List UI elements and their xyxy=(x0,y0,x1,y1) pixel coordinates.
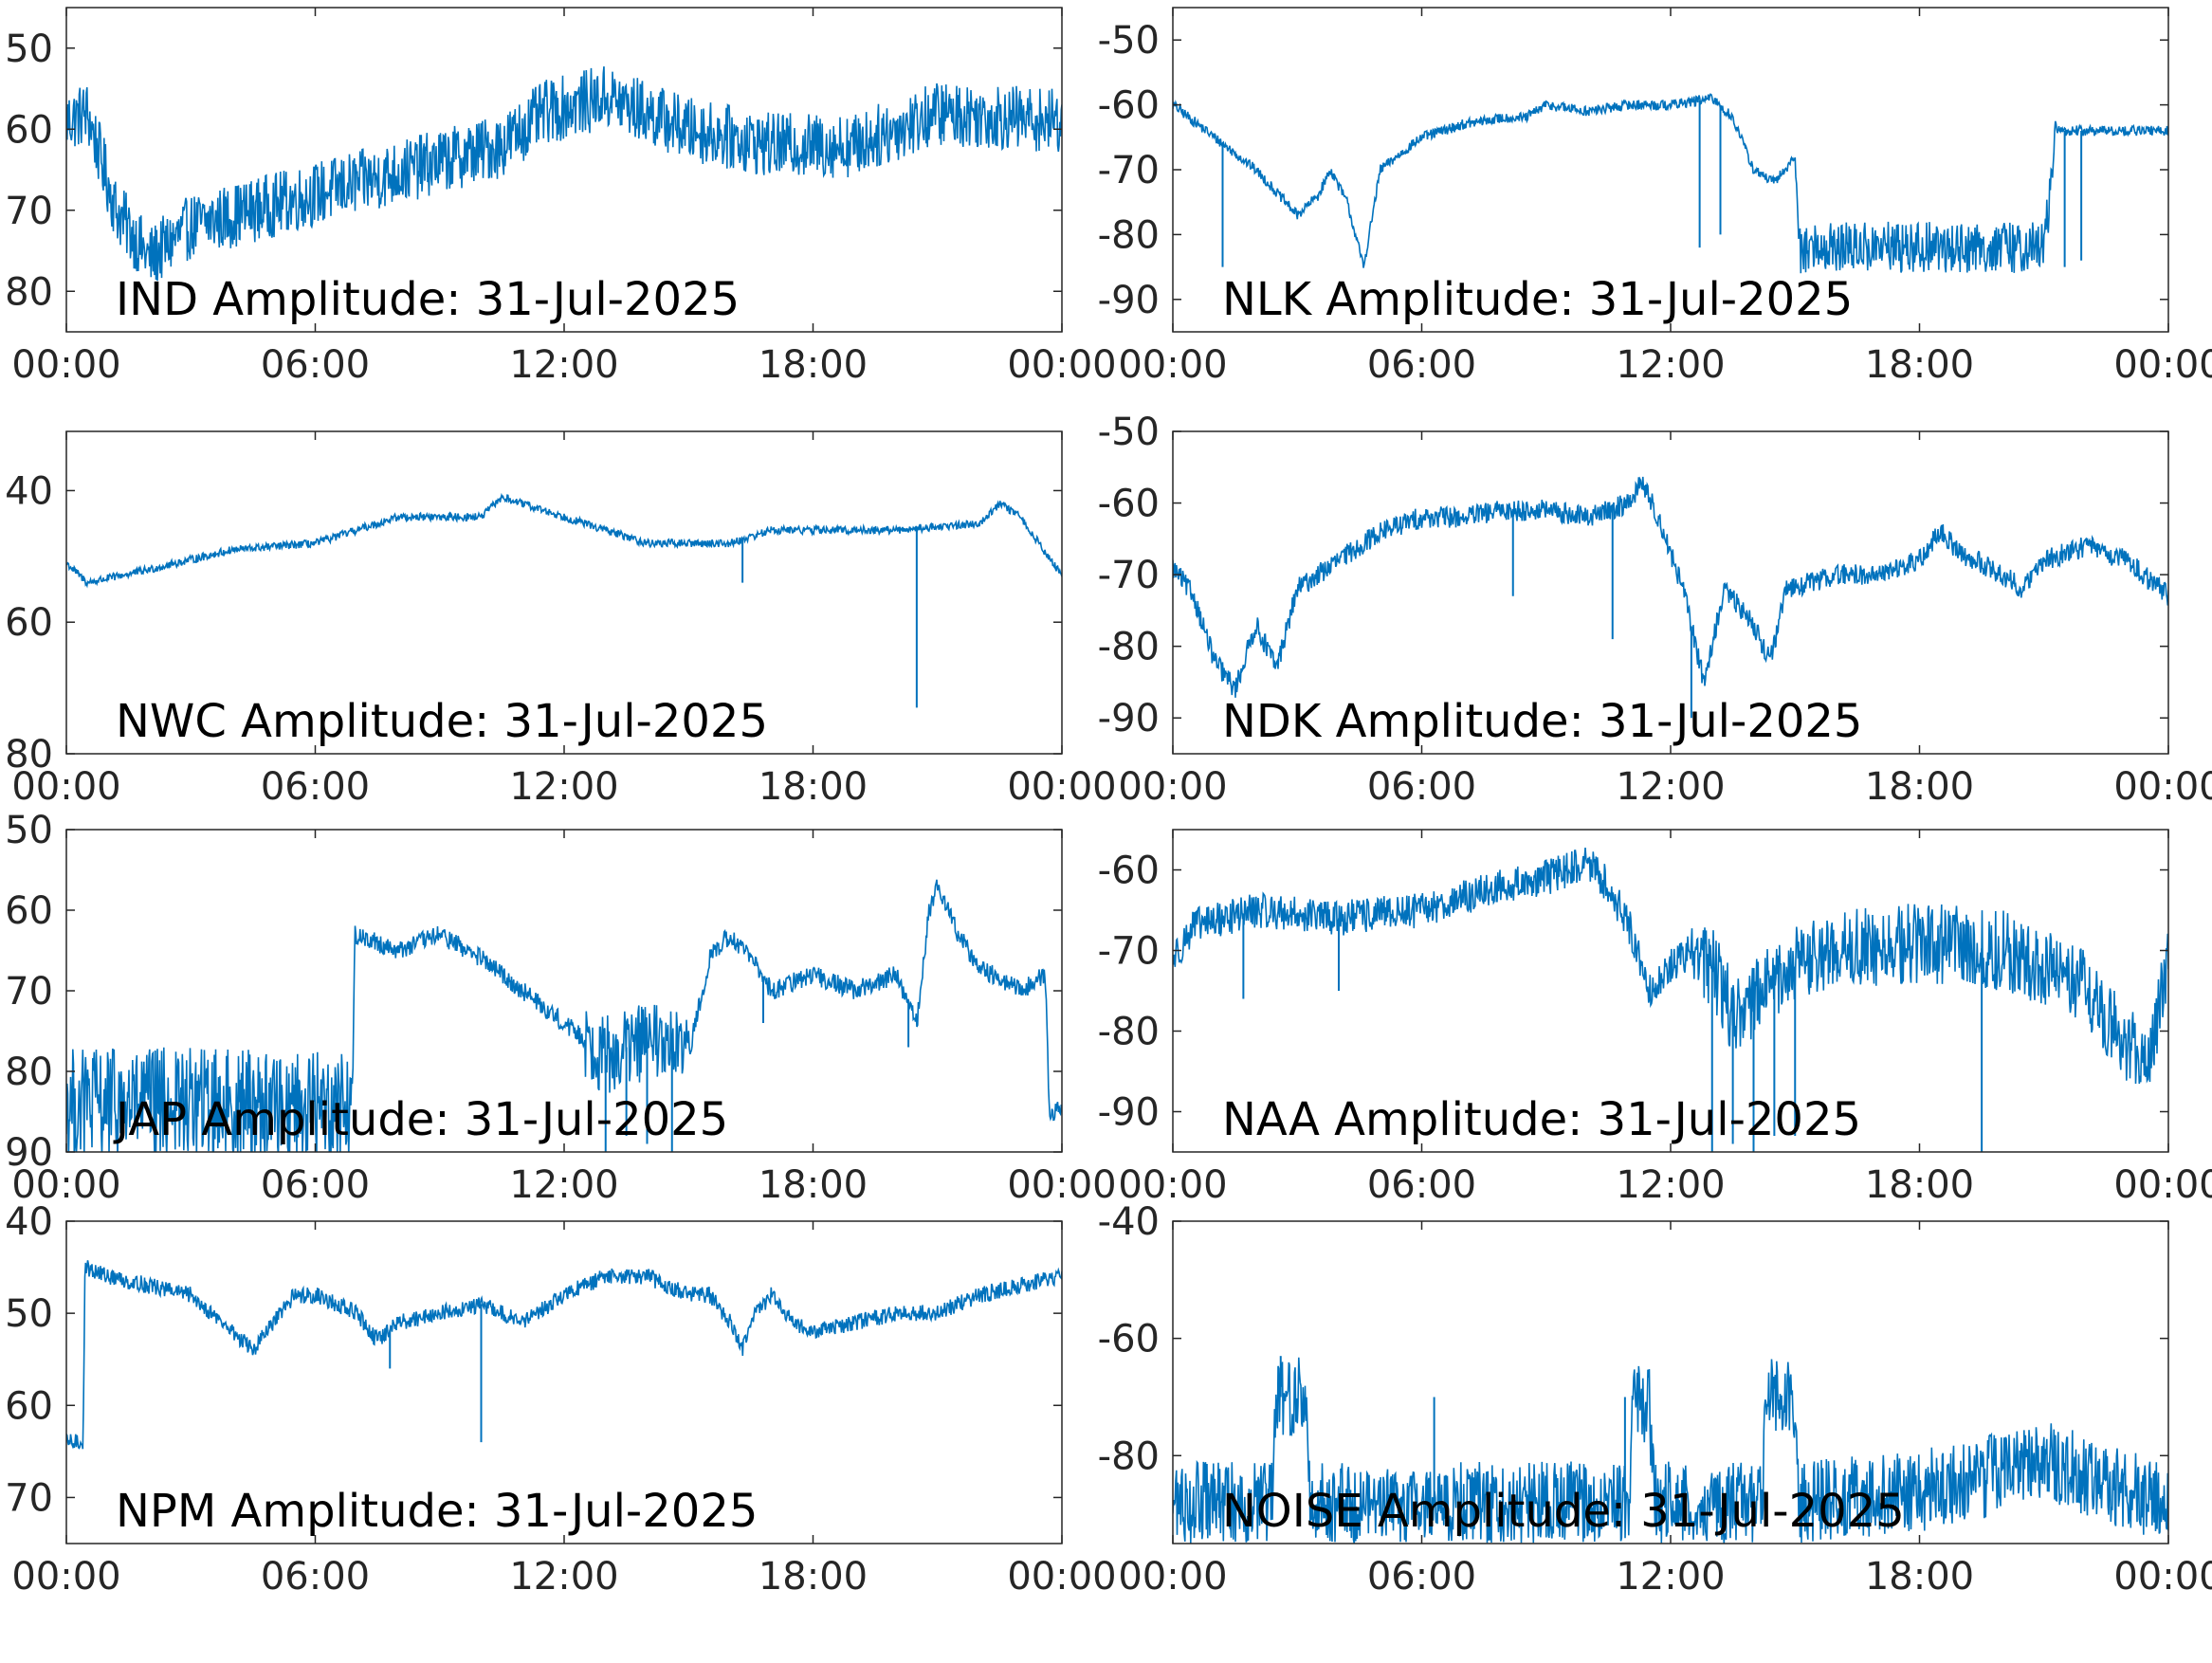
x-tick-label: 12:00 xyxy=(509,765,618,809)
x-tick-label: 06:00 xyxy=(261,343,370,387)
x-tick-label: 00:00 xyxy=(2113,343,2212,387)
chart-ind: 00:00 06:00 12:00 18:00 00:00 50 60 70 80 IND Amp… xyxy=(5,7,1117,387)
y-tick-label: -50 xyxy=(1098,19,1160,63)
y-tick-label: 80 xyxy=(5,733,53,777)
chart-title-naa: NAA Amplitude: 31-Jul-2025 xyxy=(1222,1093,1861,1146)
x-tick-label: 18:00 xyxy=(759,765,868,809)
y-tick-label: -60 xyxy=(1098,850,1160,893)
y-tick-label: 60 xyxy=(5,889,53,933)
x-tick-label: 00:00 xyxy=(11,1555,120,1599)
y-tick-label: -80 xyxy=(1098,1435,1160,1478)
x-tick-label: 00:00 xyxy=(1007,1555,1116,1599)
y-tick-label: 40 xyxy=(5,1200,53,1244)
x-tick-label: 18:00 xyxy=(759,343,868,387)
y-tick-label: -70 xyxy=(1098,554,1160,597)
chart-title-nlk: NLK Amplitude: 31-Jul-2025 xyxy=(1222,273,1853,326)
x-tick-label: 12:00 xyxy=(509,1555,618,1599)
x-tick-label: 06:00 xyxy=(1367,1555,1476,1599)
chart-naa: 00:00 06:00 12:00 18:00 00:00 -60 -70 -80 -90 NAA… xyxy=(1098,829,2212,1207)
chart-nwc: 00:00 06:00 12:00 18:00 00:00 40 60 80 NWC Ampli… xyxy=(5,430,1117,809)
x-tick-label: 00:00 xyxy=(11,1163,120,1207)
x-tick-label: 18:00 xyxy=(1865,765,1974,809)
x-tick-label: 06:00 xyxy=(261,765,370,809)
series-line-nlk xyxy=(1173,93,2168,274)
y-tick-label: 50 xyxy=(5,809,53,852)
y-tick-label: -70 xyxy=(1098,149,1160,192)
x-tick-label: 18:00 xyxy=(1865,1555,1974,1599)
series-line-nwc xyxy=(66,492,1062,589)
series-line-npm xyxy=(66,1260,1062,1450)
y-tick-label: 60 xyxy=(5,1384,53,1428)
y-tick-label: -40 xyxy=(1098,1200,1160,1244)
y-tick-label: -50 xyxy=(1098,411,1160,454)
x-tick-label: 00:00 xyxy=(1007,765,1116,809)
x-tick-label: 18:00 xyxy=(759,1163,868,1207)
x-tick-label: 00:00 xyxy=(1118,343,1227,387)
series-line-noise xyxy=(1173,1357,2168,1544)
x-tick-label: 00:00 xyxy=(2113,1163,2212,1207)
y-tick-label: 80 xyxy=(5,270,53,314)
y-tick-label: 50 xyxy=(5,1292,53,1336)
y-tick-label: -90 xyxy=(1098,697,1160,740)
x-tick-label: 12:00 xyxy=(1616,1163,1725,1207)
x-tick-label: 12:00 xyxy=(509,343,618,387)
x-tick-label: 00:00 xyxy=(1007,343,1116,387)
x-tick-label: 00:00 xyxy=(1118,765,1227,809)
x-tick-label: 12:00 xyxy=(1616,765,1725,809)
chart-title-nwc: NWC Amplitude: 31-Jul-2025 xyxy=(116,695,768,748)
x-tick-label: 12:00 xyxy=(1616,1555,1725,1599)
x-tick-label: 00:00 xyxy=(2113,1555,2212,1599)
x-tick-label: 06:00 xyxy=(1367,1163,1476,1207)
y-tick-label: 70 xyxy=(5,1476,53,1520)
x-tick-label: 00:00 xyxy=(2113,765,2212,809)
chart-noise: 00:00 06:00 12:00 18:00 00:00 -40 -60 -80 NOISE … xyxy=(1098,1200,2212,1599)
y-tick-label: 60 xyxy=(5,108,53,152)
x-tick-label: 06:00 xyxy=(261,1555,370,1599)
y-tick-label: 40 xyxy=(5,469,53,513)
series-line-ndk xyxy=(1173,476,2168,698)
y-tick-label: 80 xyxy=(5,1051,53,1094)
y-tick-label: -60 xyxy=(1098,483,1160,526)
y-tick-label: 60 xyxy=(5,601,53,645)
x-tick-label: 06:00 xyxy=(1367,765,1476,809)
chart-ndk: 00:00 06:00 12:00 18:00 00:00 -50 -60 -70 -80 -90… xyxy=(1098,411,2212,809)
y-tick-label: 90 xyxy=(5,1131,53,1175)
x-tick-label: 18:00 xyxy=(1865,1163,1974,1207)
chart-title-ndk: NDK Amplitude: 31-Jul-2025 xyxy=(1222,695,1862,748)
series-line-jap xyxy=(66,879,1062,1152)
chart-jap: 00:00 06:00 12:00 18:00 00:00 50 60 70 80 90 JAP A… xyxy=(5,809,1117,1207)
y-tick-label: -60 xyxy=(1098,84,1160,128)
chart-npm: 00:00 06:00 12:00 18:00 00:00 40 50 60 70 NPM Amp… xyxy=(5,1200,1117,1599)
chart-title-ind: IND Amplitude: 31-Jul-2025 xyxy=(116,273,740,326)
x-tick-label: 12:00 xyxy=(509,1163,618,1207)
x-tick-label: 18:00 xyxy=(759,1555,868,1599)
x-tick-label: 00:00 xyxy=(1118,1555,1227,1599)
x-tick-label: 18:00 xyxy=(1865,343,1974,387)
series-line-naa xyxy=(1173,847,2168,1085)
y-tick-label: 70 xyxy=(5,190,53,233)
y-tick-label: -80 xyxy=(1098,1011,1160,1054)
y-tick-label: -80 xyxy=(1098,213,1160,257)
y-tick-label: -90 xyxy=(1098,279,1160,322)
x-tick-label: 00:00 xyxy=(1007,1163,1116,1207)
y-tick-label: 70 xyxy=(5,970,53,1014)
y-tick-label: -60 xyxy=(1098,1318,1160,1361)
y-tick-label: -70 xyxy=(1098,930,1160,974)
y-tick-label: 50 xyxy=(5,27,53,71)
x-tick-label: 00:00 xyxy=(11,343,120,387)
y-tick-label: -80 xyxy=(1098,626,1160,669)
x-tick-label: 00:00 xyxy=(1118,1163,1227,1207)
series-line-ind xyxy=(66,66,1062,282)
x-tick-label: 12:00 xyxy=(1616,343,1725,387)
chart-title-noise: NOISE Amplitude: 31-Jul-2025 xyxy=(1222,1485,1905,1538)
x-tick-label: 06:00 xyxy=(261,1163,370,1207)
y-tick-label: -90 xyxy=(1098,1091,1160,1135)
x-tick-label: 00:00 xyxy=(11,765,120,809)
x-tick-label: 06:00 xyxy=(1367,343,1476,387)
chart-nlk: 00:00 06:00 12:00 18:00 00:00 -50 -60 -70 -80 -90… xyxy=(1098,7,2212,387)
chart-title-jap: JAP Amplitude: 31-Jul-2025 xyxy=(113,1093,728,1146)
chart-title-npm: NPM Amplitude: 31-Jul-2025 xyxy=(116,1485,758,1538)
